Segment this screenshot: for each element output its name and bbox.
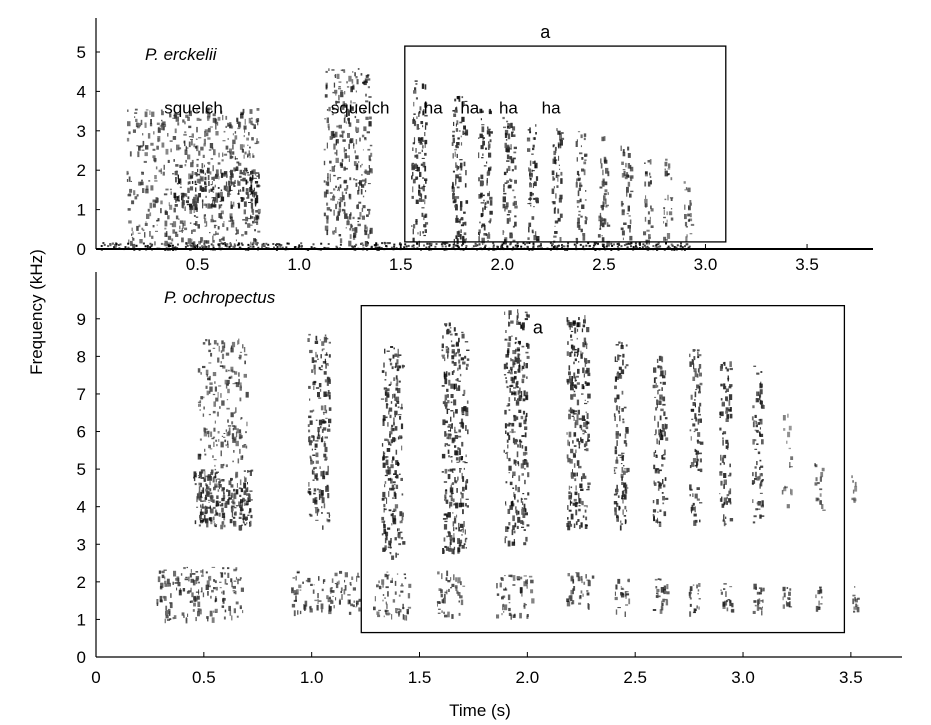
y-tick-label: 7 bbox=[77, 385, 86, 404]
spectrogram-segment bbox=[782, 586, 793, 609]
call-box-label: a bbox=[533, 318, 544, 338]
spectrogram-segment bbox=[613, 341, 630, 531]
spectrogram-segment bbox=[663, 158, 674, 241]
spectrogram-segment bbox=[652, 355, 669, 527]
y-tick-label: 5 bbox=[77, 43, 86, 62]
spectrogram-segment bbox=[551, 128, 565, 243]
spectrogram-segment bbox=[126, 107, 261, 250]
y-tick-label: 6 bbox=[77, 423, 86, 442]
y-tick-label: 2 bbox=[77, 161, 86, 180]
spectrogram-segment bbox=[478, 108, 493, 245]
spectrogram-segment bbox=[323, 68, 373, 247]
x-tick-label: 1.0 bbox=[287, 255, 311, 274]
call-annotation: squelch bbox=[331, 98, 390, 117]
y-tick-label: 8 bbox=[77, 347, 86, 366]
y-tick-label: 3 bbox=[77, 535, 86, 554]
x-tick-label: 0.5 bbox=[192, 668, 216, 687]
x-tick-label: 2.0 bbox=[490, 255, 514, 274]
spectrogram-segment bbox=[503, 309, 530, 547]
species-label: P. ochropectus bbox=[164, 288, 276, 307]
y-tick-label: 0 bbox=[77, 240, 86, 259]
spectrogram-segment bbox=[781, 413, 794, 509]
y-tick-label: 9 bbox=[77, 310, 86, 329]
spectrogram-segment bbox=[652, 578, 670, 614]
spectrogram-segment bbox=[597, 136, 611, 247]
y-tick-label: 1 bbox=[77, 610, 86, 629]
x-tick-label: 1.0 bbox=[300, 668, 324, 687]
call-annotation: ha bbox=[499, 98, 518, 117]
x-tick-label: 2.5 bbox=[623, 668, 647, 687]
spectrogram-segment bbox=[575, 131, 588, 244]
call-box-label: a bbox=[540, 22, 551, 42]
spectrogram-segment bbox=[373, 571, 412, 621]
x-tick-label: 0.5 bbox=[186, 255, 210, 274]
spectrogram-segment bbox=[496, 574, 535, 620]
spectrogram-segment bbox=[441, 322, 470, 555]
spectrogram-segment bbox=[614, 578, 631, 617]
spectrogram-segment bbox=[451, 95, 469, 245]
spectrogram-segment bbox=[688, 583, 701, 617]
x-tick-label: 2.5 bbox=[592, 255, 616, 274]
spectrogram-segment bbox=[307, 333, 332, 530]
spectrogram-segment bbox=[620, 145, 634, 241]
spectrogram-marks bbox=[100, 68, 860, 624]
species-label: P. erckelii bbox=[145, 45, 218, 64]
call-box bbox=[360, 304, 846, 634]
y-tick-label: 5 bbox=[77, 460, 86, 479]
axes bbox=[95, 18, 902, 658]
x-tick-label: 1.5 bbox=[408, 668, 432, 687]
call-annotation: ha bbox=[424, 98, 443, 117]
spectrogram-segment bbox=[689, 349, 704, 526]
spectrogram-segment bbox=[193, 469, 254, 531]
spectrogram-segment bbox=[851, 475, 858, 503]
x-tick-label: 3.0 bbox=[694, 255, 718, 274]
spectrogram-segment bbox=[291, 570, 361, 617]
spectrogram-segment bbox=[752, 583, 765, 616]
call-annotation: squelch bbox=[164, 98, 223, 117]
spectrogram-segment bbox=[720, 583, 735, 613]
spectrogram-segment bbox=[411, 80, 429, 247]
y-tick-label: 2 bbox=[77, 573, 86, 592]
spectrogram-segment bbox=[380, 346, 406, 560]
x-tick-label: 0 bbox=[91, 668, 100, 687]
call-box bbox=[404, 45, 727, 243]
spectrogram-segment bbox=[436, 570, 466, 619]
x-axis-label: Time (s) bbox=[449, 701, 511, 720]
call-annotation: ha bbox=[460, 98, 479, 117]
spectrogram-segment bbox=[566, 315, 591, 531]
y-tick-label: 4 bbox=[77, 498, 86, 517]
spectrogram-segment bbox=[566, 572, 595, 610]
spectrogram-segment bbox=[683, 181, 695, 243]
spectrogram-segment bbox=[815, 586, 823, 612]
labels: 0 1 2 3 4 5 0.5 1.0 1.5 2.0 2.5 3.0 3.5 P. erckelii a s… bbox=[77, 22, 863, 687]
y-axis-label: Frequency (kHz) bbox=[27, 249, 46, 375]
spectrogram-segment bbox=[526, 124, 540, 242]
spectrogram-segment bbox=[719, 361, 734, 527]
spectrogram-segment bbox=[751, 365, 765, 524]
x-tick-label: 3.0 bbox=[731, 668, 755, 687]
x-tick-label: 3.5 bbox=[839, 668, 863, 687]
x-tick-label: 3.5 bbox=[795, 255, 819, 274]
y-tick-label: 1 bbox=[77, 201, 86, 220]
y-tick-label: 4 bbox=[77, 82, 86, 101]
spectrogram-segment bbox=[643, 159, 654, 245]
y-tick-label: 0 bbox=[77, 648, 86, 667]
call-annotation: ha bbox=[542, 98, 561, 117]
spectrogram-segment bbox=[156, 566, 244, 624]
x-tick-label: 1.5 bbox=[389, 255, 413, 274]
x-tick-label: 2.0 bbox=[516, 668, 540, 687]
spectrogram-segment bbox=[502, 116, 518, 243]
y-tick-label: 3 bbox=[77, 122, 86, 141]
spectrogram-segment bbox=[173, 166, 260, 211]
spectrogram-segment bbox=[852, 586, 860, 613]
spectrogram-segment bbox=[814, 463, 826, 511]
